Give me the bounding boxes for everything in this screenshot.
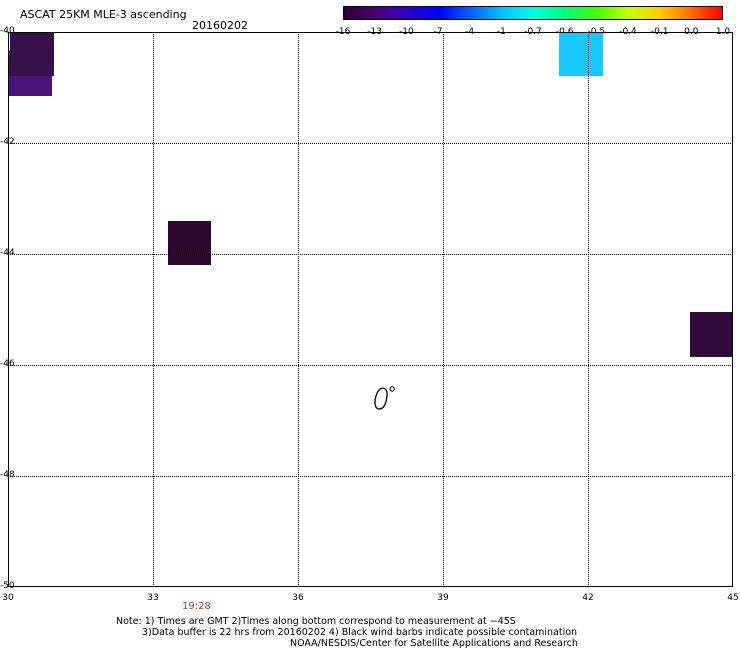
- longitude-label: 33: [147, 593, 159, 603]
- wind-data-cell: [559, 32, 603, 77]
- latitude-gridline: [8, 254, 733, 255]
- product-title: ASCAT 25KM MLE-3 ascending: [20, 8, 187, 21]
- product-date: 20160202: [192, 19, 248, 32]
- latitude-label: -44: [0, 248, 15, 258]
- wind-data-cell: [10, 32, 54, 77]
- wind-data-cell: [689, 312, 733, 357]
- note-line-2: 3)Data buffer is 22 hrs from 20160202 4)…: [142, 627, 578, 638]
- latitude-label: -40: [0, 26, 15, 36]
- latitude-label: -50: [0, 581, 15, 591]
- longitude-gridline: [153, 32, 154, 587]
- map-frame: [8, 32, 733, 587]
- color-scale-bar: [343, 6, 723, 20]
- latitude-label: -42: [0, 137, 15, 147]
- longitude-label: 42: [582, 593, 594, 603]
- longitude-label: 39: [437, 593, 449, 603]
- latitude-label: -46: [0, 359, 15, 369]
- latitude-gridline: [8, 476, 733, 477]
- longitude-gridline: [298, 32, 299, 587]
- credit-line: NOAA/NESDIS/Center for Satellite Applica…: [290, 638, 578, 649]
- wind-data-cell: [167, 220, 211, 266]
- map-plot-area[interactable]: [8, 32, 733, 587]
- longitude-gridline: [443, 32, 444, 587]
- longitude-label: 45: [727, 593, 739, 603]
- longitude-label: 36: [292, 593, 304, 603]
- latitude-gridline: [8, 365, 733, 366]
- island-outline: [374, 386, 395, 410]
- longitude-label: 30: [2, 593, 14, 603]
- latitude-gridline: [8, 143, 733, 144]
- note-line-1: Note: 1) Times are GMT 2)Times along bot…: [116, 616, 516, 627]
- latitude-label: -48: [0, 470, 15, 480]
- longitude-gridline: [588, 32, 589, 587]
- pass-time-label: 19:28: [182, 601, 211, 612]
